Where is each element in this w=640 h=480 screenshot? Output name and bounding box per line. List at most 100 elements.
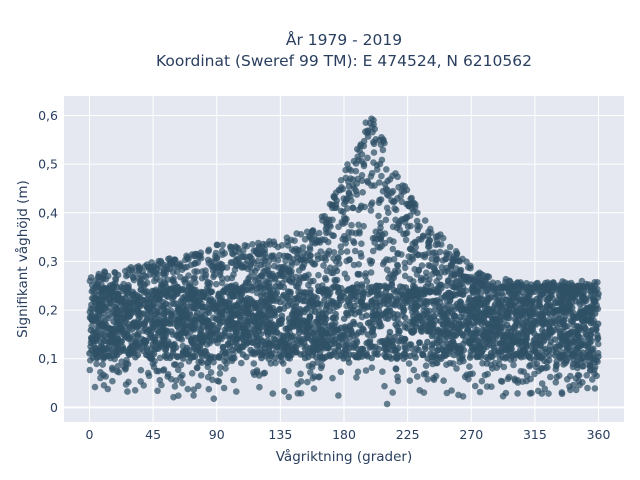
data-point bbox=[475, 341, 483, 349]
data-point bbox=[297, 390, 305, 397]
data-point bbox=[566, 300, 573, 308]
data-point bbox=[123, 356, 130, 364]
data-point bbox=[431, 306, 438, 314]
data-point bbox=[376, 282, 384, 290]
data-point bbox=[431, 297, 439, 305]
data-point bbox=[505, 301, 513, 309]
data-point bbox=[107, 289, 115, 297]
data-point bbox=[481, 371, 489, 379]
data-point bbox=[535, 284, 542, 291]
data-point bbox=[294, 308, 302, 316]
data-point bbox=[472, 336, 479, 344]
data-point bbox=[221, 350, 229, 357]
data-point bbox=[572, 375, 580, 382]
data-point bbox=[366, 339, 374, 347]
data-point bbox=[407, 341, 415, 348]
data-point bbox=[413, 217, 421, 225]
data-point bbox=[420, 312, 428, 320]
data-point bbox=[455, 391, 462, 399]
data-point bbox=[468, 285, 476, 293]
data-point bbox=[545, 390, 552, 397]
data-point bbox=[354, 284, 361, 291]
data-point bbox=[437, 318, 444, 325]
data-point bbox=[453, 250, 461, 258]
data-point bbox=[288, 301, 295, 308]
x-tick-label: 315 bbox=[523, 427, 547, 442]
data-point bbox=[413, 296, 420, 303]
data-point bbox=[370, 149, 378, 156]
data-point bbox=[128, 326, 136, 333]
data-point bbox=[421, 217, 429, 224]
data-point bbox=[408, 292, 416, 300]
data-point bbox=[580, 311, 587, 319]
data-point bbox=[357, 250, 365, 257]
data-point bbox=[359, 346, 367, 353]
data-point bbox=[404, 324, 411, 332]
data-point bbox=[103, 337, 110, 345]
data-point bbox=[403, 213, 411, 221]
data-point bbox=[343, 248, 351, 255]
data-point bbox=[345, 183, 353, 190]
data-point bbox=[263, 328, 270, 336]
data-point bbox=[436, 248, 444, 256]
data-point bbox=[183, 323, 190, 330]
data-point bbox=[340, 332, 348, 340]
data-point bbox=[444, 318, 452, 326]
data-point bbox=[362, 270, 370, 277]
data-point bbox=[447, 266, 455, 273]
data-point bbox=[567, 289, 575, 297]
data-point bbox=[453, 365, 460, 372]
data-point bbox=[317, 248, 325, 255]
data-point bbox=[368, 123, 376, 130]
data-point bbox=[544, 309, 552, 317]
data-point bbox=[520, 300, 528, 308]
data-point bbox=[421, 251, 429, 258]
data-point bbox=[514, 390, 521, 397]
data-point bbox=[206, 330, 213, 338]
data-point bbox=[395, 329, 402, 337]
data-point bbox=[375, 212, 382, 220]
data-point bbox=[159, 303, 167, 311]
data-point bbox=[285, 253, 292, 260]
data-point bbox=[257, 316, 265, 324]
data-point bbox=[383, 166, 390, 173]
data-point bbox=[404, 223, 412, 230]
data-point bbox=[320, 262, 327, 269]
data-point bbox=[377, 224, 384, 231]
data-point bbox=[323, 286, 331, 293]
data-point bbox=[205, 319, 213, 326]
data-point bbox=[406, 377, 414, 385]
data-point bbox=[267, 275, 275, 283]
data-point bbox=[318, 362, 326, 370]
data-point bbox=[212, 252, 219, 260]
data-point bbox=[581, 324, 589, 332]
data-point bbox=[510, 361, 517, 369]
data-point bbox=[422, 362, 430, 370]
data-point bbox=[497, 284, 505, 291]
data-point bbox=[366, 344, 374, 351]
data-point bbox=[394, 287, 401, 295]
data-point bbox=[115, 368, 123, 376]
data-point bbox=[99, 296, 107, 303]
data-point bbox=[452, 278, 460, 286]
data-point bbox=[288, 246, 296, 253]
data-point bbox=[513, 298, 520, 305]
data-point bbox=[226, 315, 234, 323]
data-point bbox=[218, 261, 226, 268]
data-point bbox=[423, 273, 430, 281]
data-point bbox=[135, 315, 142, 323]
data-point bbox=[194, 364, 201, 371]
data-point bbox=[393, 224, 401, 232]
data-point bbox=[401, 259, 409, 267]
data-point bbox=[414, 373, 421, 380]
data-point bbox=[451, 283, 458, 291]
data-point bbox=[363, 312, 370, 319]
data-point bbox=[321, 254, 329, 262]
data-point bbox=[276, 305, 284, 313]
data-point bbox=[143, 288, 151, 295]
data-point bbox=[434, 347, 442, 354]
data-point bbox=[152, 320, 159, 328]
data-point bbox=[341, 342, 348, 349]
data-point bbox=[197, 254, 205, 262]
data-point bbox=[274, 257, 282, 264]
